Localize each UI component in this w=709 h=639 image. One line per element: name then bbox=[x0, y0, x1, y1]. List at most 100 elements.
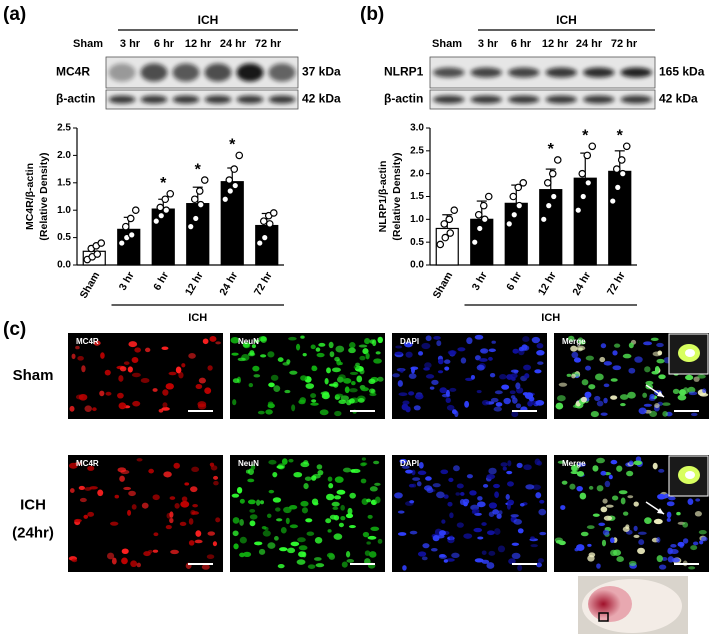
cell bbox=[481, 522, 487, 526]
cell bbox=[429, 386, 435, 390]
cell bbox=[284, 389, 291, 394]
cell bbox=[668, 496, 676, 501]
data-point bbox=[221, 195, 230, 204]
cell bbox=[610, 459, 618, 465]
cell bbox=[447, 350, 457, 355]
cell bbox=[300, 335, 305, 339]
cell bbox=[343, 378, 352, 384]
data-point bbox=[549, 192, 558, 201]
cell bbox=[242, 341, 250, 348]
data-point bbox=[608, 197, 617, 205]
cell bbox=[130, 560, 138, 568]
micrograph-cells bbox=[69, 336, 221, 413]
cell bbox=[257, 410, 265, 415]
significance-mark: * bbox=[160, 175, 167, 192]
cell bbox=[402, 400, 410, 405]
cell bbox=[119, 366, 127, 372]
data-point bbox=[231, 181, 240, 190]
cell bbox=[600, 412, 608, 416]
cell bbox=[557, 460, 566, 464]
cell bbox=[152, 549, 159, 553]
data-point bbox=[162, 206, 171, 215]
cell bbox=[305, 518, 313, 523]
cell bbox=[121, 557, 128, 565]
cell bbox=[672, 388, 680, 394]
cell bbox=[594, 373, 604, 381]
cell bbox=[119, 475, 125, 482]
cell bbox=[474, 558, 484, 563]
cell bbox=[302, 551, 307, 558]
cell bbox=[310, 402, 319, 406]
cell bbox=[448, 477, 454, 483]
cell bbox=[206, 554, 215, 560]
cell bbox=[509, 390, 516, 395]
blot-band bbox=[470, 67, 502, 78]
cell bbox=[650, 337, 659, 342]
cell bbox=[262, 530, 271, 537]
cell bbox=[303, 483, 309, 490]
cell bbox=[215, 517, 221, 523]
cell bbox=[481, 399, 490, 406]
cell bbox=[366, 498, 372, 503]
cell bbox=[536, 350, 545, 356]
cell bbox=[253, 339, 260, 343]
blot-band bbox=[172, 63, 200, 82]
arrow-head bbox=[657, 391, 664, 397]
data-point bbox=[470, 238, 479, 246]
cell bbox=[577, 337, 584, 344]
cell bbox=[554, 537, 563, 543]
cell bbox=[634, 356, 643, 363]
cell bbox=[212, 541, 218, 547]
cell bbox=[178, 371, 184, 379]
cell bbox=[369, 486, 378, 492]
cell bbox=[239, 519, 244, 526]
cell bbox=[209, 336, 217, 342]
cell bbox=[190, 509, 196, 516]
data-point bbox=[484, 192, 493, 201]
cell bbox=[365, 352, 370, 360]
cell bbox=[474, 512, 482, 516]
lane-label: 3 hr bbox=[120, 38, 141, 50]
blot-size: 37 kDa bbox=[302, 65, 341, 79]
cell bbox=[348, 525, 356, 529]
cell bbox=[637, 547, 646, 555]
cell bbox=[346, 559, 355, 563]
cell bbox=[603, 383, 610, 388]
cell bbox=[342, 467, 352, 473]
cell bbox=[315, 563, 325, 568]
blot-strip bbox=[429, 56, 656, 89]
cell bbox=[291, 404, 296, 412]
data-point bbox=[446, 229, 455, 237]
cell bbox=[314, 537, 323, 544]
cell bbox=[84, 487, 92, 491]
lane-label: 72 hr bbox=[611, 38, 638, 50]
cell bbox=[370, 526, 380, 531]
cell bbox=[422, 543, 430, 549]
cell bbox=[656, 342, 664, 348]
cell bbox=[497, 545, 506, 553]
cell bbox=[667, 556, 674, 563]
panel-label: (c) bbox=[3, 319, 26, 340]
cell bbox=[272, 497, 282, 503]
data-point bbox=[200, 176, 209, 184]
cell bbox=[207, 531, 216, 536]
cell bbox=[495, 402, 503, 407]
data-point bbox=[157, 211, 166, 220]
cell bbox=[571, 464, 578, 472]
cell bbox=[524, 373, 530, 379]
data-point bbox=[613, 183, 622, 192]
data-point bbox=[97, 239, 106, 247]
cell bbox=[496, 513, 502, 519]
cell bbox=[118, 375, 124, 382]
cell bbox=[230, 336, 240, 344]
cell bbox=[579, 492, 587, 500]
cell bbox=[334, 356, 340, 362]
cell bbox=[356, 375, 363, 383]
x-tick-label: 24 hr bbox=[217, 270, 240, 298]
cell bbox=[325, 518, 332, 524]
cell bbox=[443, 359, 451, 364]
cell bbox=[270, 374, 279, 381]
cell bbox=[604, 480, 611, 488]
cell bbox=[603, 361, 613, 366]
cell bbox=[610, 378, 618, 382]
